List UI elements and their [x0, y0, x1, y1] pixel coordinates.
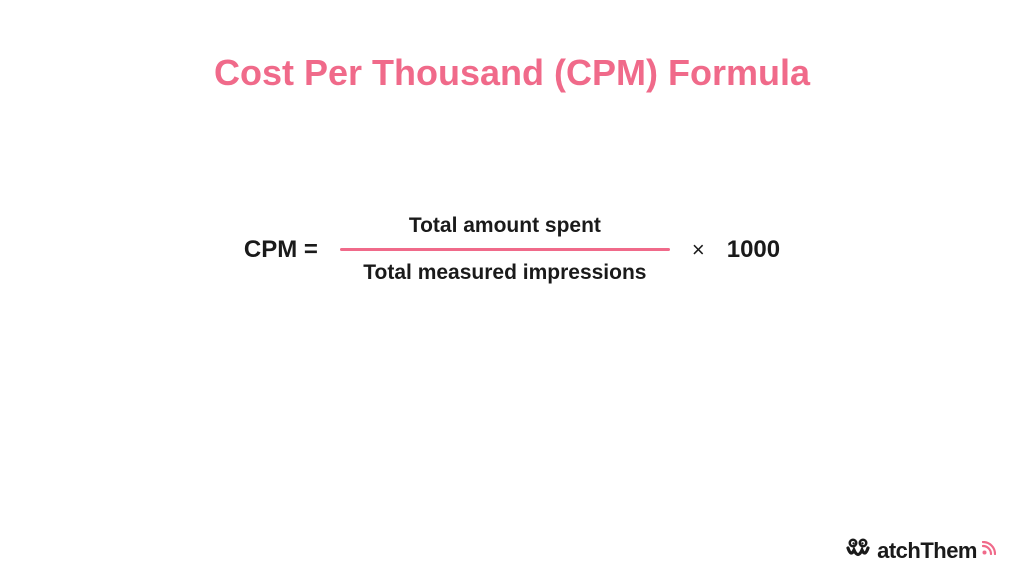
logo-mark-icon — [845, 537, 873, 564]
brand-logo: atchThem — [845, 537, 996, 564]
multiply-symbol: × — [692, 237, 705, 263]
formula-numerator: Total amount spent — [409, 204, 601, 248]
formula-multiplier: 1000 — [727, 236, 780, 264]
formula-lhs: CPM = — [244, 236, 318, 264]
rss-icon — [982, 541, 996, 560]
formula-denominator: Total measured impressions — [363, 251, 646, 295]
formula-fraction: Total amount spent Total measured impres… — [340, 204, 670, 295]
page-title: Cost Per Thousand (CPM) Formula — [0, 52, 1024, 94]
formula-row: CPM = Total amount spent Total measured … — [0, 204, 1024, 295]
logo-text: atchThem — [877, 538, 977, 564]
